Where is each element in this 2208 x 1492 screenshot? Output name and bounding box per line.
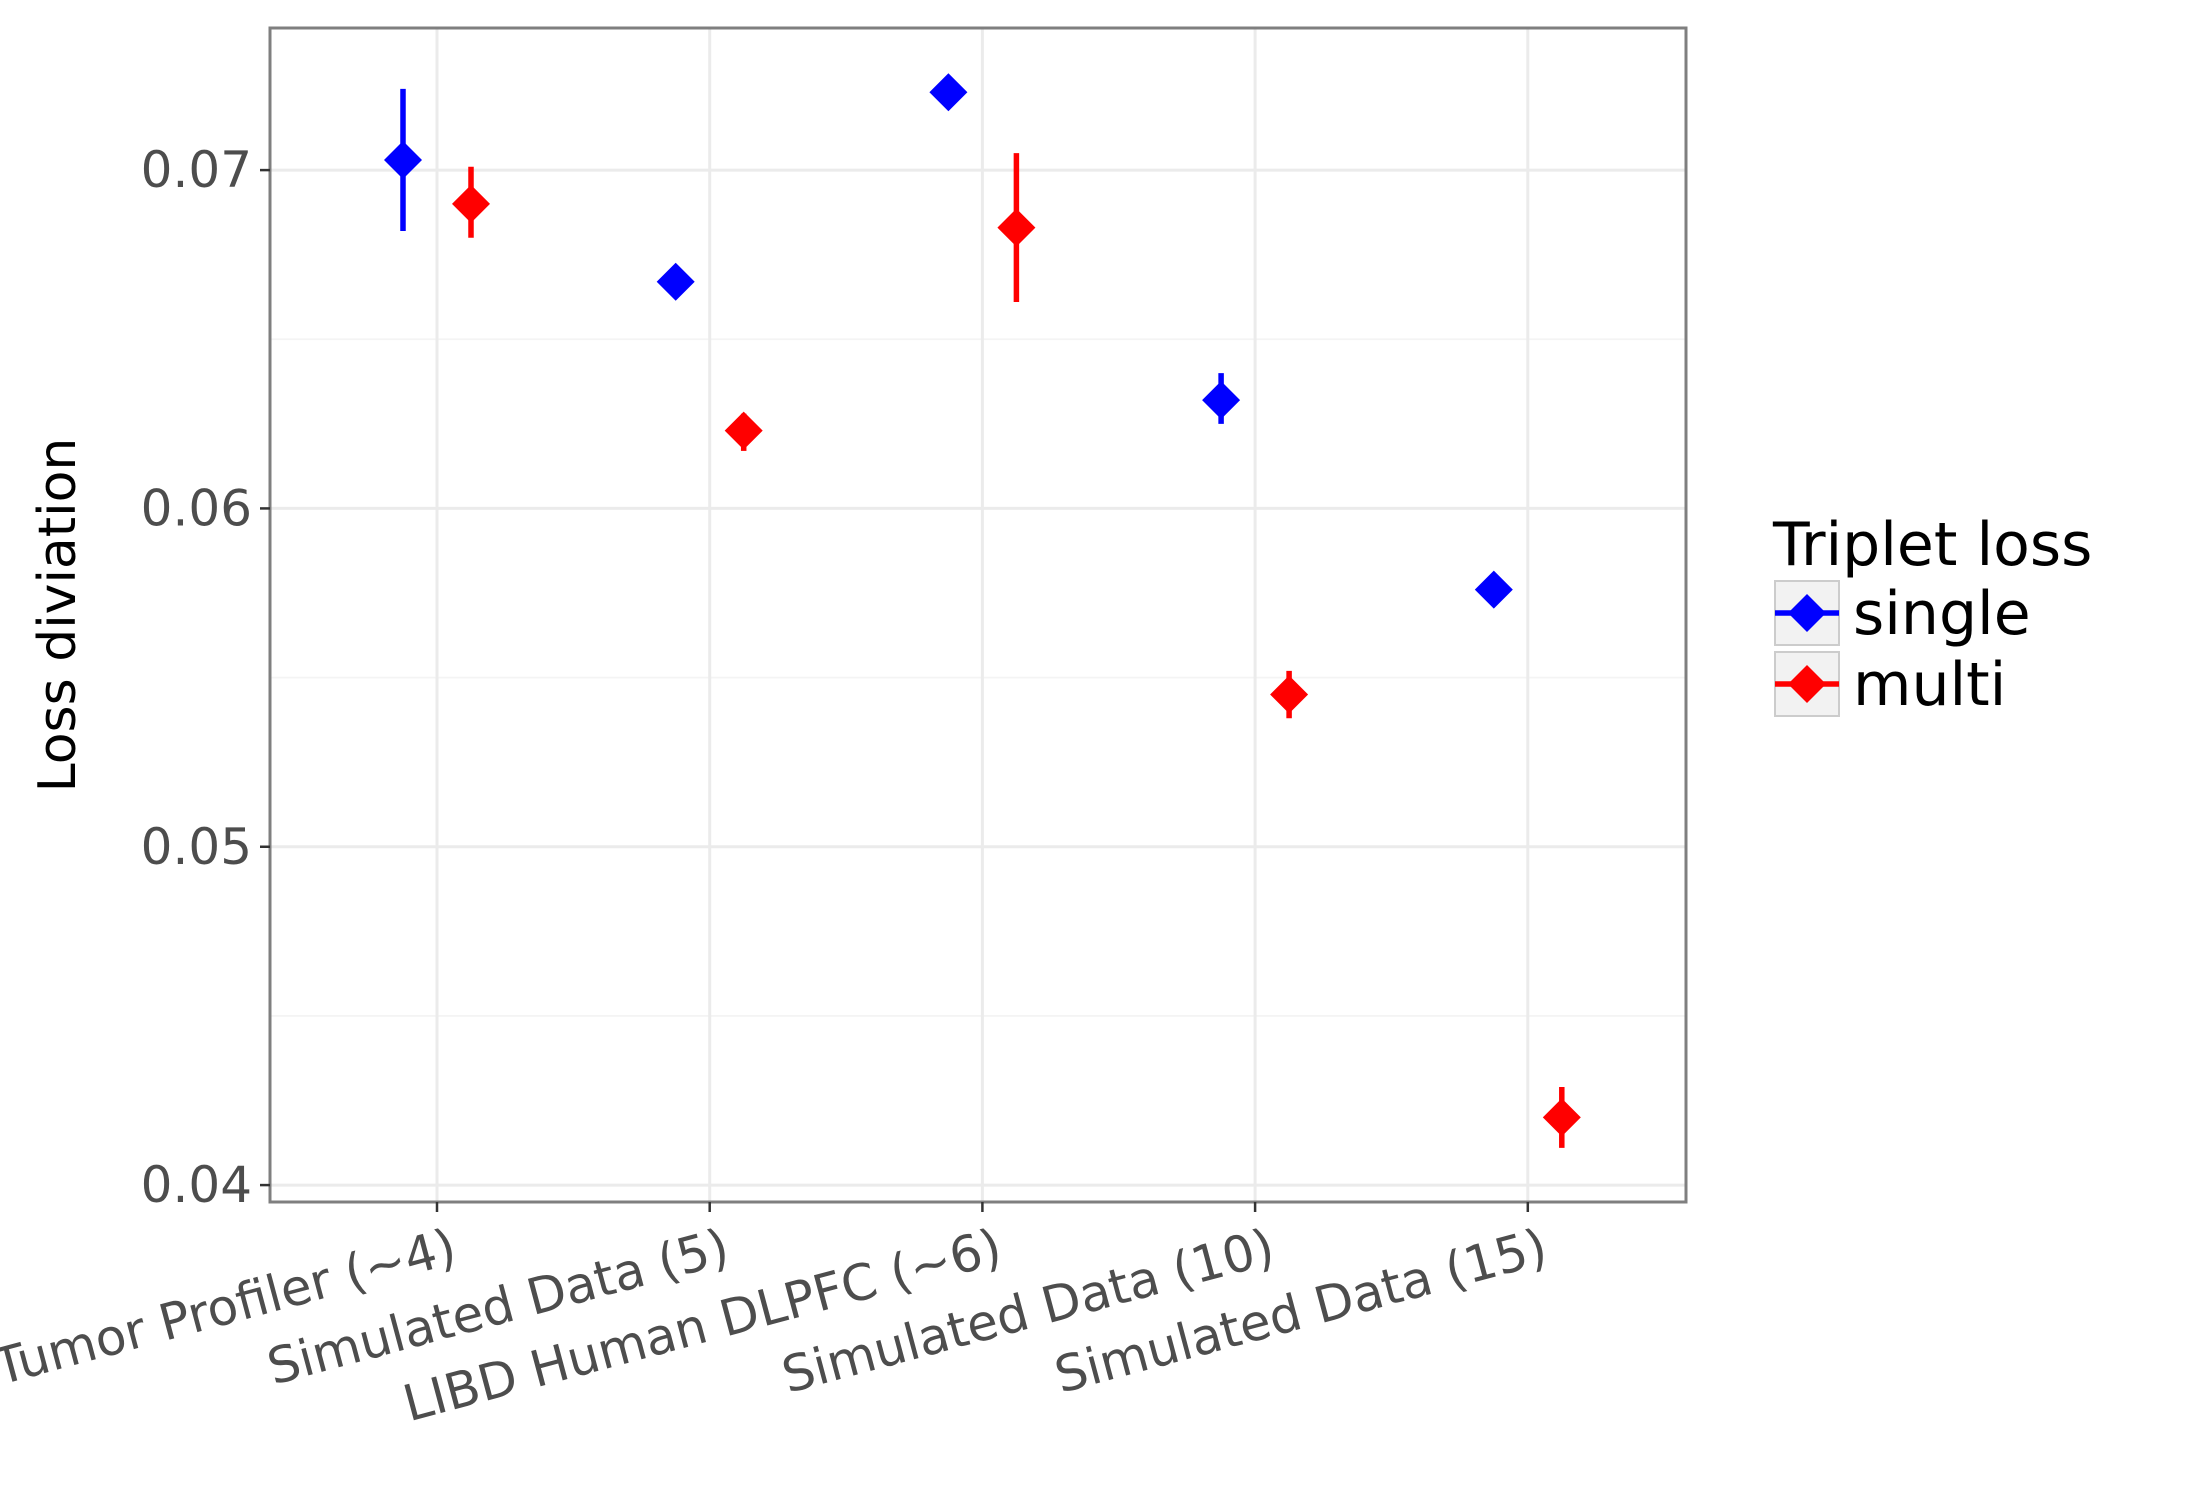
y-axis: 0.04 0.05 0.06 0.07 — [141, 141, 270, 1214]
data-point — [1270, 675, 1309, 714]
legend-key-marker — [1788, 665, 1826, 703]
data-point — [1542, 1098, 1581, 1137]
y-tick-label: 0.07 — [141, 141, 252, 199]
data-points — [384, 73, 1581, 1137]
data-point — [929, 73, 968, 112]
data-point — [1202, 381, 1241, 420]
data-point — [1474, 570, 1513, 609]
data-point — [656, 262, 695, 301]
plot-panel-border — [268, 26, 1688, 1204]
y-tick-label: 0.06 — [141, 479, 252, 537]
minor-gridlines — [270, 338, 1686, 1017]
data-point — [452, 184, 490, 223]
data-point — [384, 140, 422, 179]
plot-background — [270, 28, 1686, 1202]
y-tick-label: 0.04 — [141, 1156, 252, 1214]
data-point — [997, 208, 1036, 247]
y-axis-title: Loss diviation — [28, 438, 88, 793]
major-gridlines — [270, 28, 1686, 1202]
legend-label: single — [1853, 579, 2031, 649]
data-point — [724, 411, 763, 450]
x-axis: Tumor Profiler (~4)Simulated Data (5)LIB… — [0, 1202, 1553, 1433]
legend-title: Triplet loss — [1772, 510, 2092, 580]
legend-key-marker — [1788, 594, 1826, 632]
legend-label: multi — [1853, 650, 2006, 720]
y-tick-label: 0.05 — [141, 818, 252, 876]
